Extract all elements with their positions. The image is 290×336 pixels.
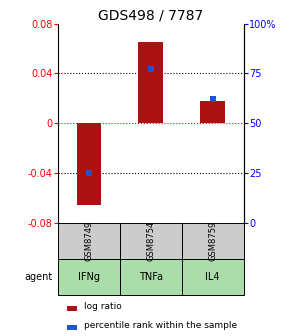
Text: GSM8754: GSM8754 [146, 221, 155, 261]
Text: percentile rank within the sample: percentile rank within the sample [84, 321, 237, 330]
Point [87, 171, 91, 176]
Title: GDS498 / 7787: GDS498 / 7787 [98, 8, 203, 23]
Point [148, 67, 153, 72]
Text: IL4: IL4 [205, 272, 220, 282]
Text: log ratio: log ratio [84, 302, 122, 311]
Text: TNFa: TNFa [139, 272, 163, 282]
Text: IFNg: IFNg [78, 272, 100, 282]
Text: GSM8749: GSM8749 [84, 221, 93, 261]
Bar [182, 223, 244, 259]
Text: GSM8759: GSM8759 [208, 221, 217, 261]
Bar [67, 325, 77, 330]
Bar [138, 42, 163, 123]
Point [210, 97, 215, 102]
Text: agent: agent [25, 272, 53, 282]
Bar [58, 223, 120, 259]
Bar [67, 306, 77, 310]
Bar [120, 259, 182, 295]
Bar [182, 259, 244, 295]
Bar [200, 101, 225, 123]
Bar [58, 259, 120, 295]
Bar [120, 223, 182, 259]
Bar [77, 123, 101, 205]
